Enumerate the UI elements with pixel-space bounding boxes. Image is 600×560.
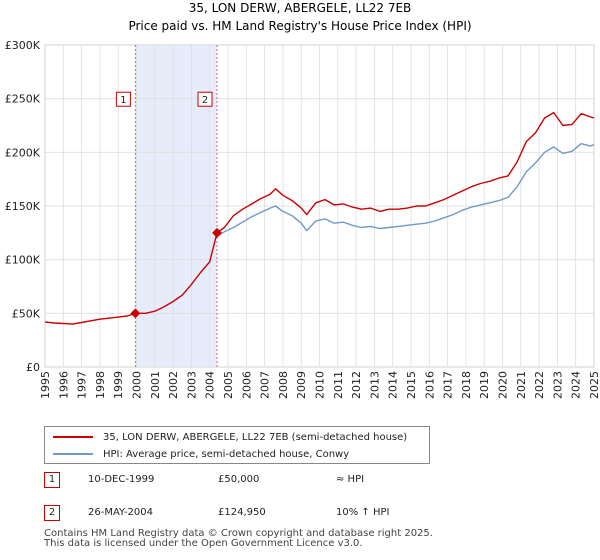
x-tick-label: 2017 [442, 371, 455, 399]
transaction-price: £124,950 [218, 507, 266, 518]
transaction-row: 1 10-DEC-1999 £50,000 ≈ HPI [44, 472, 464, 490]
chart-subtitle: Price paid vs. HM Land Registry's House … [128, 19, 471, 33]
y-tick-label: £50K [12, 307, 41, 320]
x-tick-label: 2003 [185, 371, 198, 399]
x-tick-label: 2019 [478, 371, 491, 399]
x-tick-label: 1999 [112, 371, 125, 399]
x-tick-label: 2023 [551, 371, 564, 399]
x-tick-label: 2012 [350, 371, 363, 399]
x-tick-label: 1998 [94, 371, 107, 399]
x-tick-label: 2025 [588, 371, 600, 399]
x-tick-label: 2014 [387, 371, 400, 399]
x-tick-label: 2002 [167, 371, 180, 399]
x-axis: 1995 1996 1997 1998 1999 2000 2001 2002 2003 2004… [39, 371, 600, 399]
footer-licence: This data is licensed under the Open Gov… [44, 538, 363, 549]
price-chart: 35, LON DERW, ABERGELE, LL22 7EB Price p… [5, 1, 600, 399]
transaction-price: £50,000 [218, 474, 260, 485]
x-tick-label: 2006 [240, 371, 253, 399]
sale-badge-box [115, 91, 131, 107]
transaction-row: 2 26-MAY-2004 £124,950 10% ↑ HPI [44, 505, 464, 523]
x-tick-label: 2010 [314, 371, 327, 399]
footer: Contains HM Land Registry data © Crown c… [44, 529, 433, 549]
x-tick-label: 2000 [131, 371, 144, 399]
chart-title: 35, LON DERW, ABERGELE, LL22 7EB [189, 1, 412, 15]
legend-item-property: 35, LON DERW, ABERGELE, LL22 7EB (semi-d… [53, 429, 407, 445]
x-tick-label: 2016 [423, 371, 436, 399]
x-tick-label: 2020 [497, 371, 510, 399]
x-tick-label: 2018 [460, 371, 473, 399]
x-tick-label: 2007 [259, 371, 272, 399]
x-tick-label: 1995 [39, 371, 52, 399]
x-tick-label: 1996 [57, 371, 70, 399]
legend-label-property: 35, LON DERW, ABERGELE, LL22 7EB (semi-d… [103, 431, 408, 443]
legend-swatch-blue [53, 453, 93, 455]
y-tick-label: £250K [5, 93, 41, 106]
sale-badge-label: 1 [120, 95, 126, 106]
y-tick-label: £0 [26, 361, 40, 374]
x-tick-label: 2022 [533, 371, 546, 399]
transaction-badge: 2 [44, 505, 60, 521]
y-tick-label: £300K [5, 39, 41, 52]
x-tick-label: 1997 [76, 371, 89, 399]
sale-point [130, 308, 141, 319]
x-tick-label: 2021 [515, 371, 528, 399]
legend-label-hpi: HPI: Average price, semi-detached house,… [103, 448, 350, 460]
legend-swatch-red [53, 436, 93, 438]
legend: 35, LON DERW, ABERGELE, LL22 7EB (semi-d… [44, 426, 430, 464]
x-tick-label: 2011 [332, 371, 345, 399]
legend-item-hpi: HPI: Average price, semi-detached house,… [53, 446, 349, 462]
y-tick-label: £100K [5, 254, 41, 267]
y-axis: £0 £50K £100K £150K £200K £250K £300K [5, 39, 41, 374]
transaction-hpi: 10% ↑ HPI [336, 507, 390, 518]
sale-badge-box [197, 91, 213, 107]
x-tick-label: 2004 [204, 371, 217, 399]
x-tick-label: 2015 [405, 371, 418, 399]
grid [44, 44, 595, 368]
transaction-hpi: ≈ HPI [336, 474, 365, 485]
x-tick-label: 2001 [149, 371, 162, 399]
x-tick-label: 2005 [222, 371, 235, 399]
transaction-badge: 1 [44, 472, 60, 488]
sale-point [212, 227, 222, 238]
transaction-date: 10-DEC-1999 [88, 474, 155, 485]
footer-copyright: Contains HM Land Registry data © Crown c… [44, 528, 433, 539]
x-tick-label: 2008 [277, 371, 290, 399]
x-tick-label: 2009 [295, 371, 308, 399]
x-tick-label: 2024 [570, 371, 583, 399]
sale-badge-label: 2 [202, 95, 208, 106]
y-tick-label: £200K [5, 146, 41, 159]
x-tick-label: 2013 [368, 371, 381, 399]
transaction-date: 26-MAY-2004 [88, 507, 154, 518]
y-tick-label: £150K [5, 200, 41, 213]
hpi-series-line [216, 142, 595, 237]
